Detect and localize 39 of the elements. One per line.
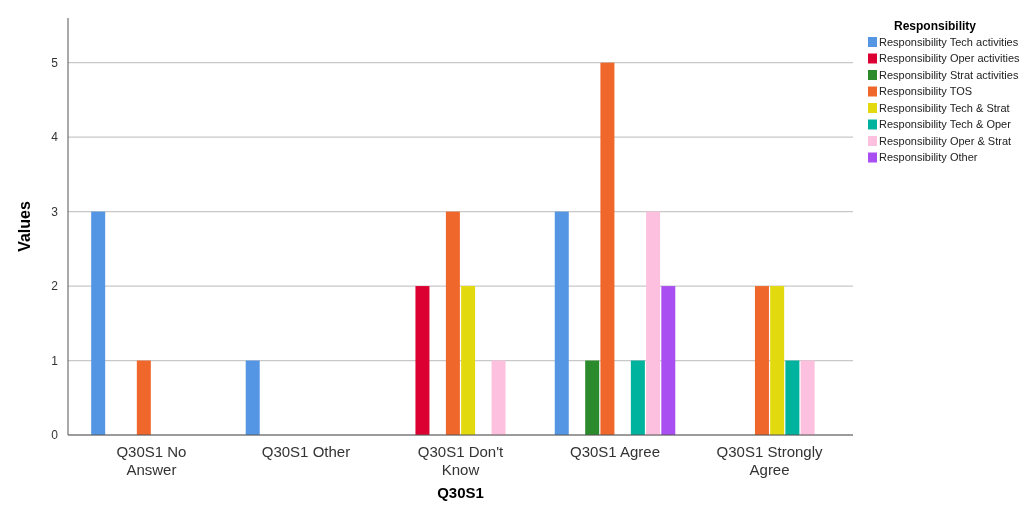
bar [800, 360, 815, 435]
y-axis-title: Values [16, 201, 33, 252]
bar [646, 211, 661, 435]
x-tick-label: Q30S1 Agree [569, 443, 661, 460]
bar [415, 286, 430, 435]
legend-title: Responsibility [893, 19, 977, 33]
bar [136, 360, 151, 435]
y-tick-label: 0 [51, 428, 59, 443]
bar [91, 211, 106, 435]
bar [630, 360, 645, 435]
x-tick-label: Q30S1 Other [261, 443, 351, 460]
bar [785, 360, 800, 435]
legend-label: Responsibility Oper & Strat [879, 134, 1012, 147]
x-tick-label: Q30S1 Strongly Agree [716, 443, 823, 478]
legend-label: Responsibility Tech activities [879, 35, 1019, 48]
y-tick-label: 5 [51, 55, 59, 70]
bar [754, 286, 769, 435]
legend-label: Responsibility Tech & Strat [879, 101, 1010, 114]
bar [491, 360, 506, 435]
y-tick-label: 4 [51, 130, 59, 145]
legend-label: Responsibility Oper activities [879, 52, 1021, 65]
bar [661, 286, 676, 435]
bar [245, 360, 260, 435]
y-tick-label: 2 [51, 279, 59, 294]
legend-label: Responsibility Tech & Oper [879, 118, 1012, 131]
bar [600, 62, 615, 435]
y-tick-label: 1 [51, 353, 59, 368]
bar [554, 211, 569, 435]
bar [585, 360, 600, 435]
bar [461, 286, 476, 435]
x-tick-label: Q30S1 No Answer [116, 443, 187, 478]
legend-label: Responsibility Other [879, 151, 978, 164]
legend-label: Responsibility TOS [879, 85, 973, 98]
legend-label: Responsibility Strat activities [879, 68, 1019, 81]
x-tick-label: Q30S1 Don't Know [417, 443, 505, 478]
bar [445, 211, 460, 435]
x-axis-title: Q30S1 [437, 484, 484, 501]
bar [770, 286, 785, 435]
y-tick-label: 3 [51, 204, 59, 219]
